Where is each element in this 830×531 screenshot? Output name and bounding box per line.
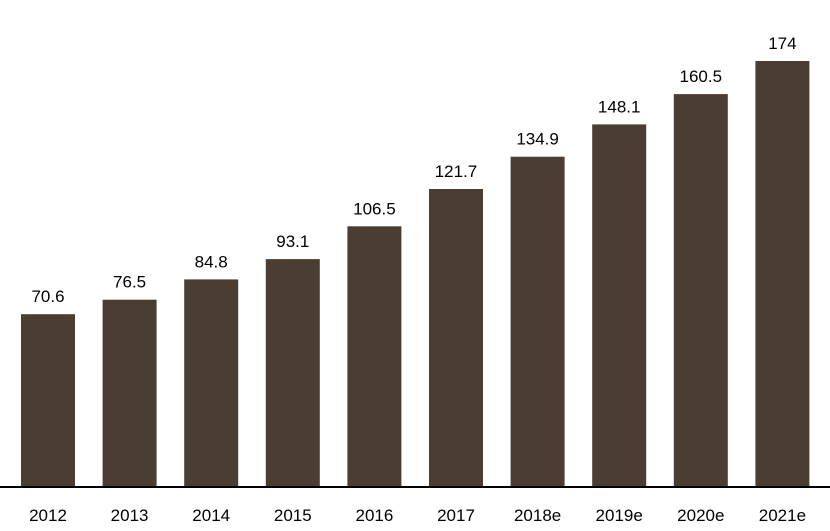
bar-2020e — [673, 94, 728, 487]
x-tick-label-2018e: 2018e — [514, 506, 561, 525]
value-label-2020e: 160.5 — [680, 67, 723, 86]
value-label-2019e: 148.1 — [598, 97, 641, 116]
value-label-2015: 93.1 — [276, 232, 309, 251]
x-tick-label-2017: 2017 — [437, 506, 475, 525]
bar-2015 — [265, 259, 320, 487]
value-label-2021e: 174 — [768, 34, 796, 53]
bar-2013 — [102, 299, 157, 487]
bar-2017 — [429, 189, 483, 487]
x-tick-label-2012: 2012 — [29, 506, 67, 525]
bar-2014 — [184, 279, 239, 487]
bar-2019e — [592, 124, 647, 488]
x-tick-label-2013: 2013 — [111, 506, 149, 525]
x-tick-labels-group: 2012 2013 2014 2015 2016 2017 2018e 2019e 2020e 2… — [29, 506, 806, 525]
x-tick-label-2020e: 2020e — [677, 506, 724, 525]
value-label-2012: 70.6 — [31, 287, 64, 306]
value-label-2016: 106.5 — [353, 199, 396, 218]
bar-2012 — [21, 314, 75, 487]
bars-group — [21, 61, 810, 488]
value-labels-group: 70.6 76.5 84.8 93.1 106.5 121.7 134.9 148.1 160.… — [31, 34, 796, 306]
value-label-2013: 76.5 — [113, 273, 146, 292]
value-label-2018e: 134.9 — [516, 130, 559, 149]
bar-2021e — [755, 61, 810, 487]
x-tick-label-2015: 2015 — [274, 506, 312, 525]
x-tick-label-2019e: 2019e — [596, 506, 643, 525]
x-tick-label-2014: 2014 — [192, 506, 230, 525]
value-label-2017: 121.7 — [435, 162, 478, 181]
bar-2018e — [510, 156, 565, 487]
x-tick-label-2021e: 2021e — [759, 506, 806, 525]
value-label-2014: 84.8 — [195, 252, 228, 271]
x-tick-label-2016: 2016 — [355, 506, 393, 525]
bar-2016 — [347, 226, 402, 488]
